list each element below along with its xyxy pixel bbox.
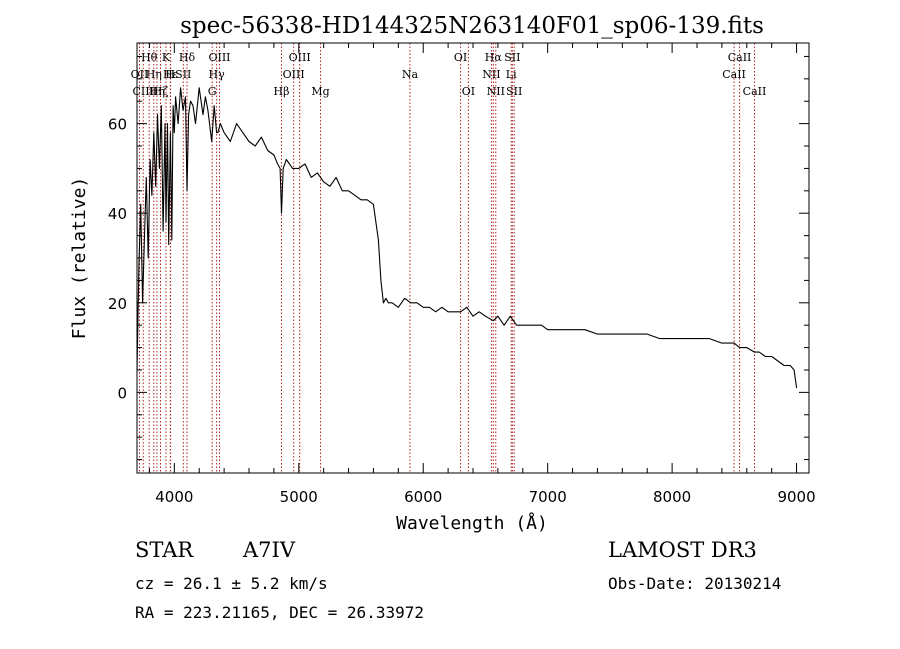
spectrum-series bbox=[136, 87, 798, 388]
y-axis-label: Flux (relative) bbox=[69, 177, 90, 340]
obs-date-text: Obs-Date: 20130214 bbox=[608, 574, 782, 593]
x-tick-label-0: 4000 bbox=[155, 488, 193, 506]
line-label-3: Hη bbox=[146, 68, 162, 81]
line-label-23: NII bbox=[487, 85, 505, 98]
line-label-27: CaII bbox=[722, 68, 746, 81]
x-tick-label-5: 9000 bbox=[777, 488, 815, 506]
line-label-29: CaII bbox=[743, 85, 767, 98]
line-label-21: NII bbox=[482, 68, 500, 81]
line-label-2: Hθ bbox=[141, 51, 158, 64]
line-label-22: Hα bbox=[485, 51, 503, 64]
line-label-28: CaII bbox=[728, 51, 752, 64]
line-label-19: OI bbox=[454, 51, 467, 64]
line-label-13: OIII bbox=[208, 51, 230, 64]
line-label-4: Hη bbox=[149, 85, 165, 98]
x-axis-label: Wavelength (Å) bbox=[396, 512, 548, 534]
line-label-26: SII bbox=[506, 85, 522, 98]
line-label-5: Hζ bbox=[153, 85, 169, 98]
line-labels: OIICIIIHθHηHηHζKHHεSIIHδGHγOIIIHβOIIIOII… bbox=[131, 51, 767, 98]
line-label-16: OIII bbox=[289, 51, 311, 64]
y-tick-label-1: 20 bbox=[108, 295, 127, 313]
line-label-14: Hβ bbox=[274, 85, 290, 98]
redshift-text: cz = 26.1 ± 5.2 km/s bbox=[135, 574, 328, 593]
line-label-8: Hε bbox=[163, 68, 179, 81]
spectrum-line bbox=[136, 87, 798, 388]
line-label-24: Li bbox=[506, 68, 517, 81]
chart-title: spec-56338-HD144325N263140F01_sp06-139.f… bbox=[180, 13, 764, 39]
x-tick-label-1: 5000 bbox=[280, 488, 318, 506]
line-label-0: OII bbox=[131, 68, 149, 81]
emission-line-markers bbox=[138, 43, 755, 473]
line-label-10: Hδ bbox=[179, 51, 196, 64]
line-label-17: Mg bbox=[311, 85, 329, 98]
axis-ticks: 4000 5000 6000 7000 8000 9000 0 20 40 60 bbox=[108, 43, 816, 506]
y-tick-label-0: 0 bbox=[117, 384, 127, 402]
plot-frame bbox=[136, 42, 810, 474]
line-label-15: OIII bbox=[283, 68, 305, 81]
line-label-9: SII bbox=[175, 68, 191, 81]
object-subclass: A7IV bbox=[243, 538, 295, 562]
line-label-11: G bbox=[208, 85, 217, 98]
x-tick-label-2: 6000 bbox=[404, 488, 442, 506]
x-tick-label-4: 8000 bbox=[653, 488, 691, 506]
line-label-25: SII bbox=[504, 51, 520, 64]
object-class: STAR bbox=[135, 538, 194, 562]
y-tick-label-3: 60 bbox=[108, 116, 127, 134]
coordinates-text: RA = 223.21165, DEC = 26.33972 bbox=[135, 603, 424, 622]
x-tick-label-3: 7000 bbox=[529, 488, 567, 506]
line-label-20: OI bbox=[462, 85, 475, 98]
line-label-12: Hγ bbox=[209, 68, 226, 81]
survey-name: LAMOST DR3 bbox=[608, 538, 757, 562]
y-tick-label-2: 40 bbox=[108, 205, 127, 223]
line-label-1: CIII bbox=[132, 85, 153, 98]
line-label-6: K bbox=[162, 51, 171, 64]
line-label-7: H bbox=[166, 68, 176, 81]
line-label-18: Na bbox=[402, 68, 419, 81]
